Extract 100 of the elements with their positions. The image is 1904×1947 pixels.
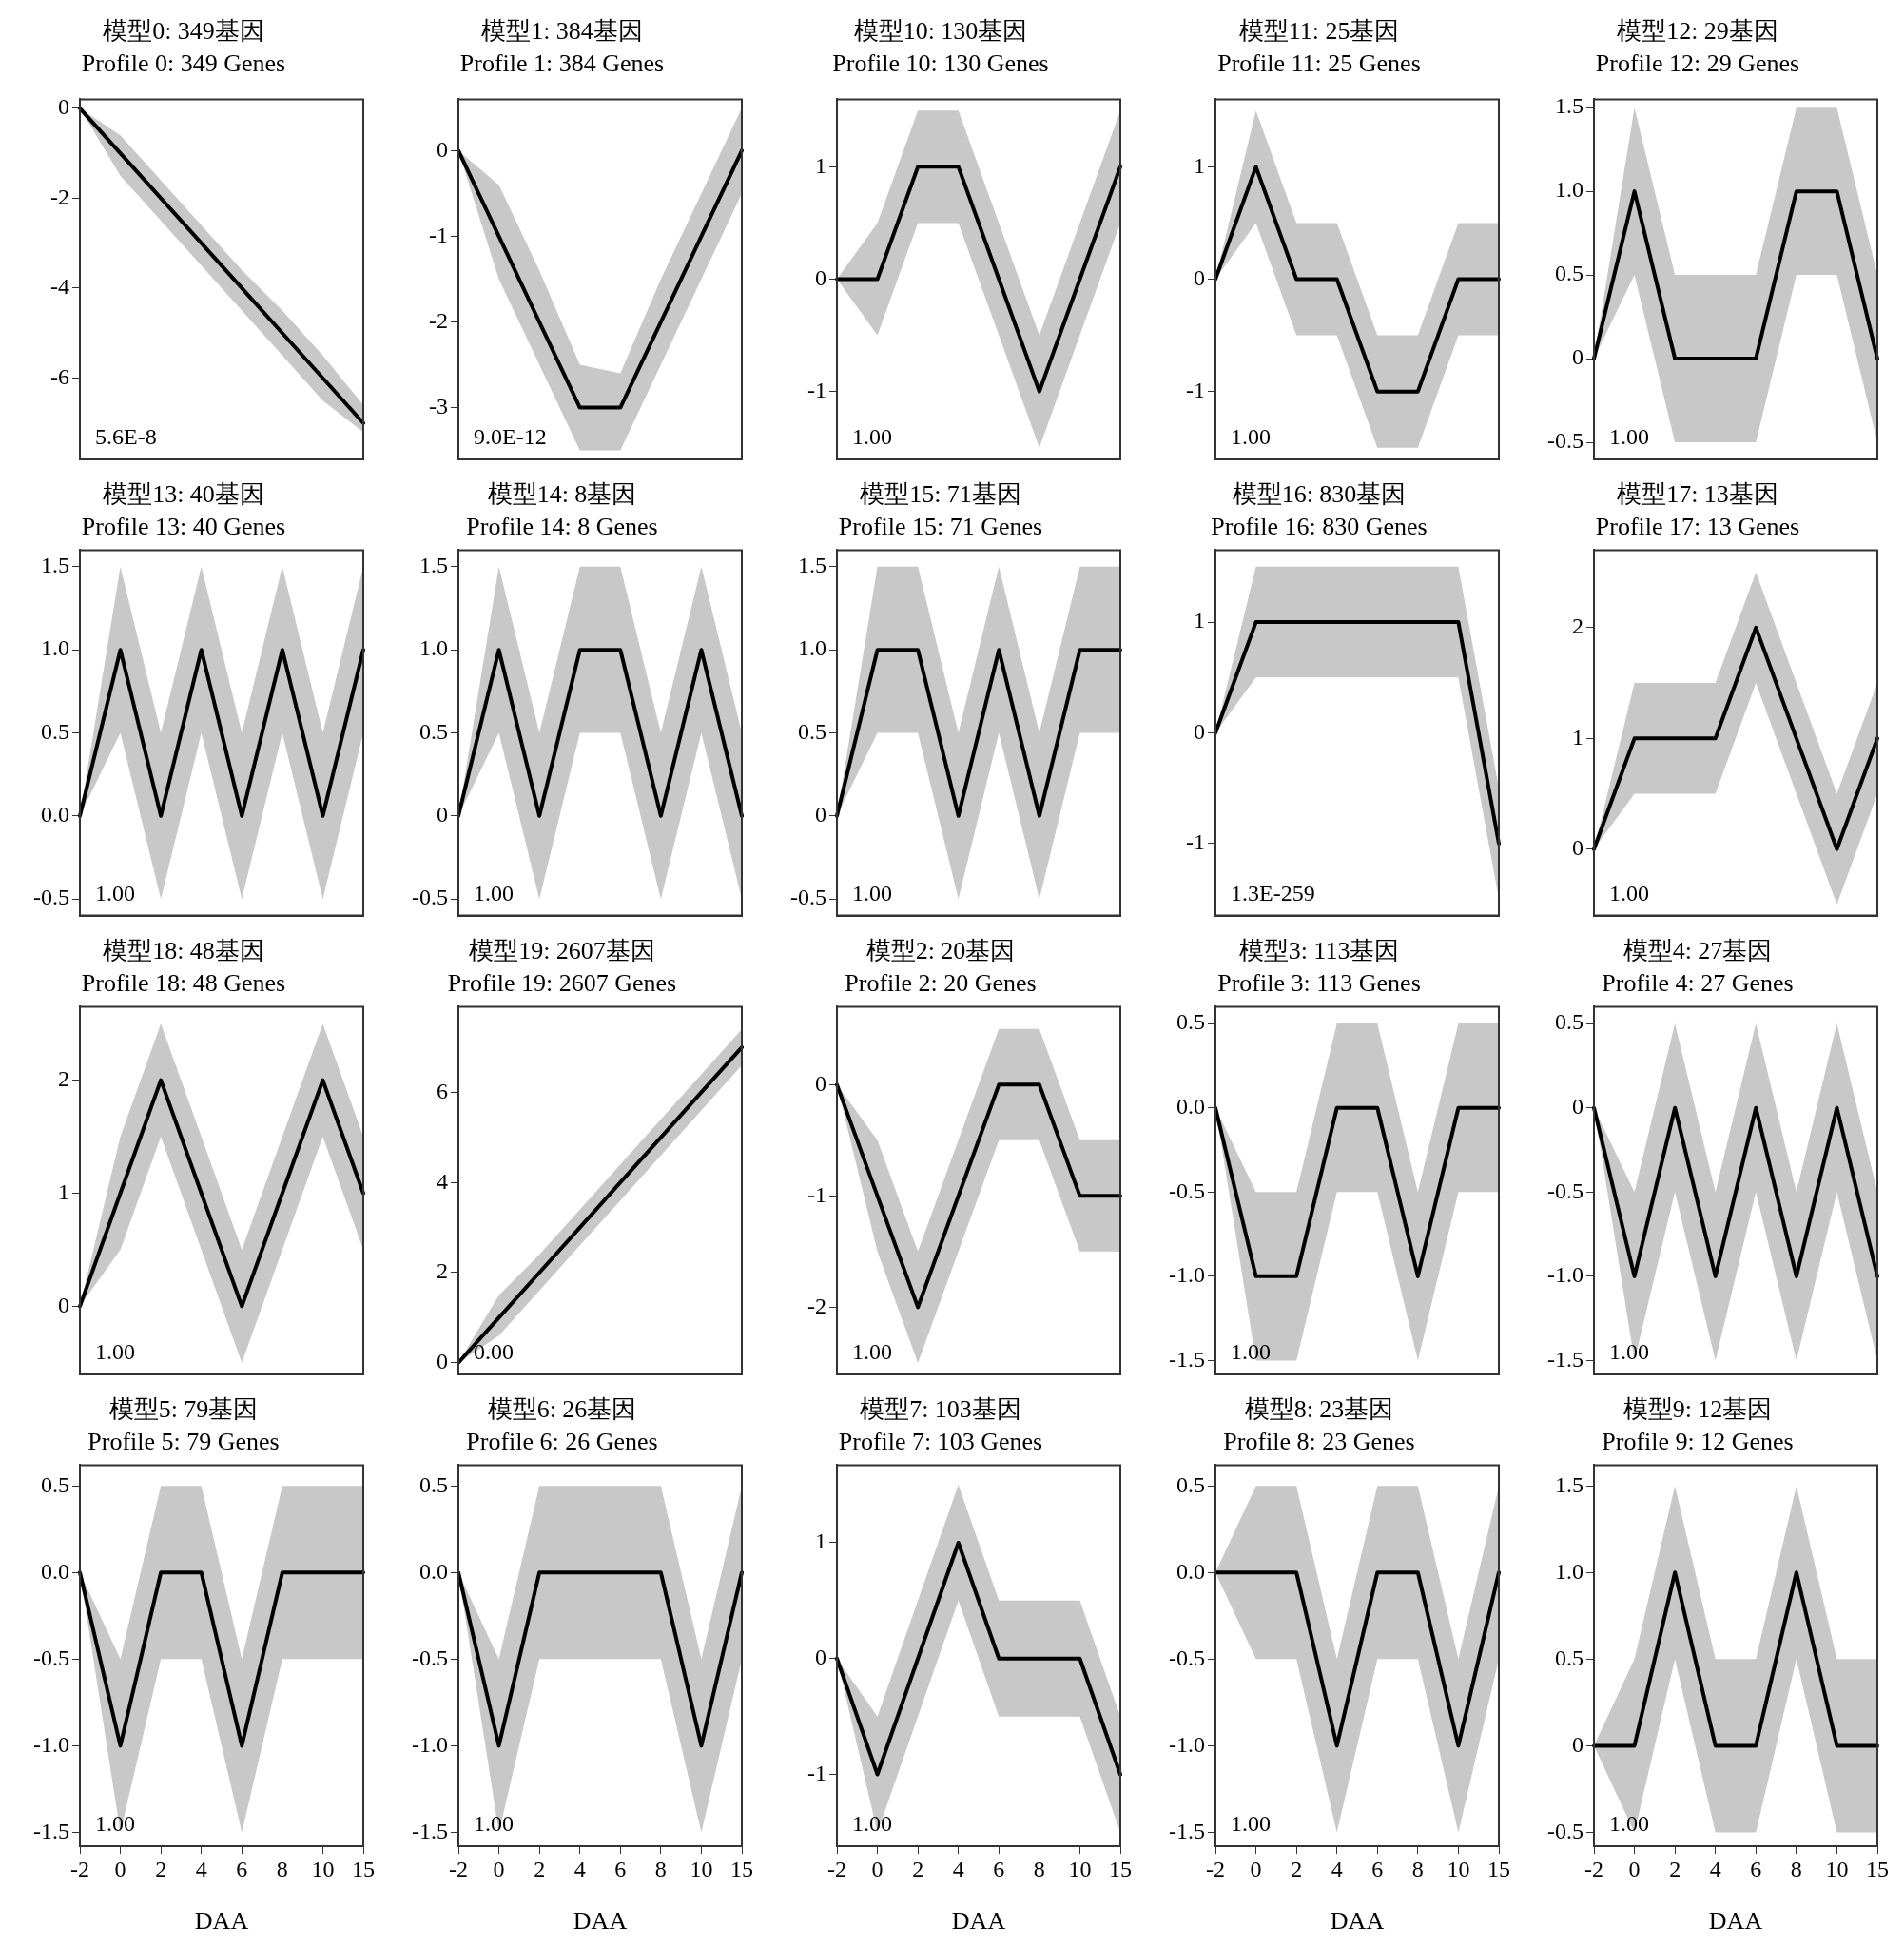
chart-title: 模型3: 113基因 (1238, 937, 1400, 965)
chart-title: 模型15: 71基因 (860, 480, 1021, 509)
y-tick-label: 0.5 (41, 1471, 69, 1497)
chart-subtitle: Profile 0: 349 Genes (81, 49, 286, 77)
y-tick-label: -0.5 (1547, 428, 1583, 454)
y-tick-label: -1 (1186, 377, 1205, 402)
x-tick-label: 2 (155, 1856, 167, 1881)
y-tick-label: 0.5 (41, 718, 69, 744)
x-axis-title: DAA (951, 1907, 1006, 1936)
chart-subtitle: Profile 17: 13 Genes (1595, 512, 1800, 540)
y-tick-label: -6 (50, 363, 69, 389)
x-tick-label: 0 (493, 1856, 505, 1881)
annotation: 1.00 (1231, 423, 1271, 449)
y-tick-label: 0.0 (1176, 1558, 1205, 1584)
y-tick-label: 1.5 (419, 553, 448, 578)
annotation: 1.00 (95, 1811, 135, 1837)
x-tick-label: 4 (573, 1856, 586, 1881)
y-tick-label: -3 (429, 393, 448, 419)
x-tick-label: 8 (1790, 1856, 1802, 1881)
y-tick-label: -1 (807, 1181, 826, 1207)
y-tick-label: 0 (58, 1292, 69, 1317)
chart-subtitle: Profile 12: 29 Genes (1595, 49, 1800, 77)
x-tick-label: 15 (352, 1856, 375, 1881)
y-tick-label: 2 (1572, 613, 1583, 639)
y-tick-label: -1.5 (1169, 1818, 1205, 1843)
y-tick-label: 0 (1572, 1731, 1583, 1757)
annotation: 1.00 (474, 880, 514, 905)
y-tick-label: 1.0 (419, 635, 448, 661)
annotation: 1.00 (852, 1811, 892, 1837)
y-tick-label: 0.0 (419, 1558, 448, 1584)
y-tick-label: 1 (815, 1528, 826, 1554)
x-tick-label: 15 (730, 1856, 753, 1881)
y-tick-label: -0.5 (1547, 1818, 1583, 1843)
x-tick-label: 2 (912, 1856, 924, 1881)
annotation: 1.00 (1231, 1338, 1271, 1364)
chart-title: 模型8: 23基因 (1244, 1395, 1394, 1424)
y-tick-label: 4 (437, 1168, 448, 1194)
y-tick-label: 0.5 (798, 718, 826, 744)
annotation: 1.00 (1231, 1811, 1271, 1837)
y-tick-label: -0.5 (1547, 1178, 1583, 1203)
x-tick-label: 10 (1447, 1856, 1470, 1881)
chart-subtitle: Profile 11: 25 Genes (1217, 49, 1421, 77)
x-tick-label: 4 (1331, 1856, 1343, 1881)
chart-title: 模型0: 349基因 (103, 17, 264, 46)
annotation: 9.0E-12 (474, 423, 547, 449)
chart-subtitle: Profile 10: 130 Genes (832, 49, 1049, 77)
annotation: 1.00 (852, 1338, 892, 1364)
y-tick-label: 0 (1194, 264, 1205, 290)
chart-subtitle: Profile 2: 20 Genes (845, 968, 1037, 997)
x-tick-label: 15 (1109, 1856, 1132, 1881)
chart-subtitle: Profile 19: 2607 Genes (447, 968, 677, 997)
y-tick-label: 0.5 (1176, 1009, 1205, 1035)
y-tick-label: 0 (815, 802, 826, 827)
y-tick-label: 1.5 (1555, 1471, 1583, 1497)
y-tick-label: -4 (50, 274, 69, 300)
x-tick-label: 6 (1371, 1856, 1384, 1881)
x-tick-label: 8 (276, 1856, 288, 1881)
y-tick-label: 0.5 (1555, 1009, 1583, 1035)
chart-subtitle: Profile 16: 830 Genes (1211, 512, 1428, 540)
y-tick-label: -0.5 (412, 885, 448, 910)
y-tick-label: 0 (815, 1645, 826, 1670)
x-tick-label: 15 (1487, 1856, 1510, 1881)
chart-title: 模型4: 27基因 (1622, 937, 1773, 965)
y-tick-label: -1.0 (1169, 1262, 1205, 1288)
x-tick-label: 4 (1709, 1856, 1721, 1881)
y-tick-label: 2 (58, 1065, 69, 1091)
y-tick-label: 0.0 (41, 1558, 69, 1584)
annotation: 1.00 (1609, 1811, 1649, 1837)
x-tick-label: 6 (614, 1856, 627, 1881)
annotation: 1.00 (95, 1338, 135, 1364)
annotation: 1.00 (474, 1811, 514, 1837)
y-tick-label: -1 (429, 222, 448, 247)
y-tick-label: 0 (437, 136, 448, 162)
y-tick-label: -1.5 (1169, 1346, 1205, 1372)
x-tick-label: 10 (1825, 1856, 1849, 1881)
x-tick-label: 0 (871, 1856, 884, 1881)
x-tick-label: 10 (1068, 1856, 1092, 1881)
y-tick-label: 1.0 (1555, 177, 1583, 203)
y-tick-label: -0.5 (33, 885, 69, 910)
y-tick-label: 1 (815, 152, 826, 178)
chart-title: 模型14: 8基因 (487, 480, 637, 509)
chart-subtitle: Profile 14: 8 Genes (466, 512, 658, 540)
x-tick-label: 6 (236, 1856, 248, 1881)
x-axis-title: DAA (573, 1907, 628, 1936)
y-tick-label: 0 (815, 264, 826, 290)
chart-subtitle: Profile 15: 71 Genes (838, 512, 1043, 540)
x-axis-title: DAA (1330, 1907, 1385, 1936)
y-tick-label: -0.5 (412, 1645, 448, 1670)
chart-subtitle: Profile 9: 12 Genes (1602, 1427, 1794, 1455)
y-tick-label: -1.0 (1547, 1262, 1583, 1288)
chart-subtitle: Profile 18: 48 Genes (81, 968, 286, 997)
x-tick-label: 4 (952, 1856, 964, 1881)
chart-title: 模型13: 40基因 (103, 480, 264, 509)
chart-title: 模型6: 26基因 (487, 1395, 637, 1424)
y-tick-label: -0.5 (33, 1645, 69, 1670)
x-axis-title: DAA (194, 1907, 249, 1936)
y-tick-label: -1 (807, 1760, 826, 1785)
x-tick-label: 0 (114, 1856, 126, 1881)
y-tick-label: -1.0 (412, 1731, 448, 1757)
annotation: 1.00 (1609, 880, 1649, 905)
